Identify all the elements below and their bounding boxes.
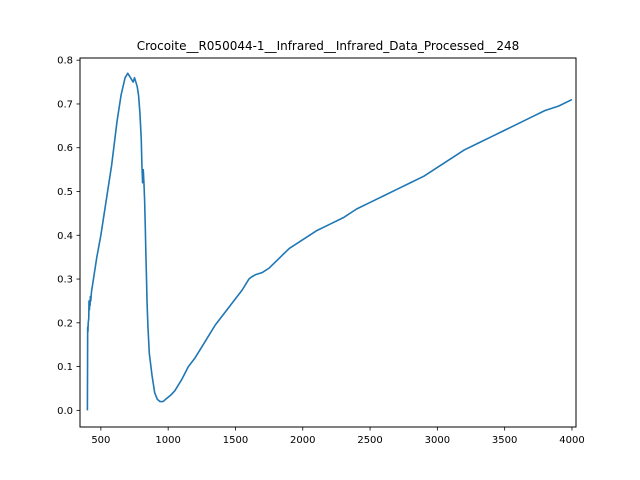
y-tick-label: 0.5	[57, 187, 73, 198]
plot-area	[86, 72, 573, 411]
y-tick-label: 0.7	[57, 99, 73, 110]
chart-title: Crocoite__R050044-1__Infrared__Infrared_…	[137, 39, 520, 53]
x-tick-label: 3000	[425, 435, 450, 446]
plot-frame	[79, 57, 577, 428]
y-tick-label: 0.3	[57, 275, 73, 286]
x-tick-label: 500	[91, 435, 110, 446]
y-tick-label: 0.1	[57, 362, 73, 373]
y-tick-label: 0.8	[57, 56, 73, 67]
x-tick-label: 2500	[357, 435, 382, 446]
y-axis: 0.0 0.1 0.2 0.3 0.4 0.5 0.6 0.7 0.8	[57, 56, 80, 417]
y-tick-label: 0.4	[57, 231, 73, 242]
x-tick-label: 3500	[492, 435, 517, 446]
x-tick-label: 1500	[223, 435, 248, 446]
y-tick-label: 0.6	[57, 143, 73, 154]
y-tick-label: 0.0	[57, 406, 73, 417]
x-tick-label: 4000	[559, 435, 584, 446]
series-line-0	[86, 72, 573, 411]
x-tick-label: 1000	[155, 435, 180, 446]
y-tick-label: 0.2	[57, 318, 73, 329]
x-axis: 500 1000 1500 2000 2500 3000 3500 4000	[91, 427, 585, 446]
x-tick-label: 2000	[290, 435, 315, 446]
